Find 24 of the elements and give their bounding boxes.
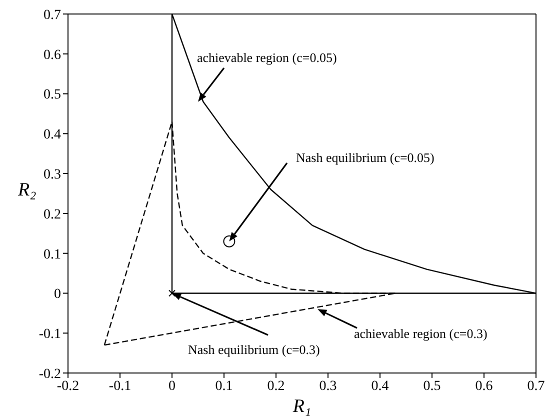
y-tick-label: 0.4 xyxy=(44,128,61,143)
y-tick-label: 0.5 xyxy=(44,88,61,103)
x-tick-label: 0.2 xyxy=(267,378,285,394)
x-tick-label: 0.5 xyxy=(423,378,441,394)
x-tick-label: 0.3 xyxy=(319,378,337,394)
y-tick-label: 0.2 xyxy=(44,207,61,222)
x-axis-title: R₁ xyxy=(292,396,312,417)
x-tick-label: 0.7 xyxy=(527,378,545,394)
x-tick-label: -0.1 xyxy=(108,378,132,394)
annotation: achievable region (c=0.3) xyxy=(354,326,488,341)
x-tick-label: 0.4 xyxy=(371,378,389,394)
y-tick-label: -0.1 xyxy=(38,327,61,342)
y-tick-label: 0.3 xyxy=(44,168,61,183)
y-axis-title: R₂ xyxy=(17,180,37,200)
y-tick-label: 0.6 xyxy=(44,48,61,63)
annotation: Nash equilibrium (c=0.05) xyxy=(296,150,434,165)
y-tick-label: 0.7 xyxy=(44,8,61,23)
x-tick-label: 0.6 xyxy=(475,378,493,394)
y-tick-label: 0 xyxy=(54,287,61,302)
annotation: Nash equilibrium (c=0.3) xyxy=(188,342,320,357)
x-tick-label: 0 xyxy=(168,378,176,394)
annotation: achievable region (c=0.05) xyxy=(197,50,337,65)
y-tick-label: 0.1 xyxy=(44,247,61,262)
x-tick-label: 0.1 xyxy=(215,378,233,394)
